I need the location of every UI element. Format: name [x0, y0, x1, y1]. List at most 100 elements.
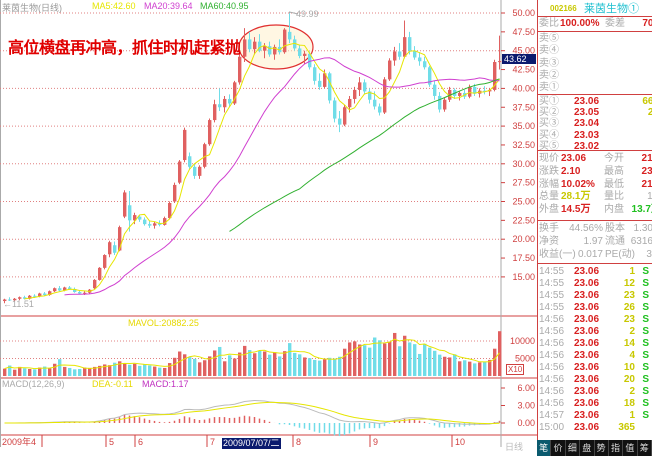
quote-value: 14.5万 — [561, 204, 591, 216]
tick-time: 14:55 — [539, 266, 565, 277]
selected-date: 2009/07/07/二 — [222, 438, 281, 449]
candle-body — [193, 166, 197, 176]
candle-body — [423, 61, 427, 68]
volume-bar — [103, 364, 107, 376]
tick-time: 14:56 — [539, 362, 565, 373]
tab-1[interactable]: 价 — [551, 440, 566, 456]
candle-body — [338, 118, 342, 125]
tab-0[interactable]: 笔 — [537, 440, 552, 456]
stats-value: 344 — [646, 249, 652, 260]
candle-body — [108, 242, 112, 255]
tab-3[interactable]: 盘 — [580, 440, 595, 456]
candle — [78, 290, 82, 295]
price-axis-label: 22.50 — [512, 215, 535, 225]
sell-level-label: 卖② — [539, 69, 559, 81]
candle-body — [143, 219, 147, 225]
volume-bar — [228, 355, 232, 376]
volume-bar — [453, 354, 457, 376]
volume-bar — [428, 347, 432, 376]
price-axis-label: 20.00 — [512, 234, 535, 244]
volume-bar — [168, 363, 172, 376]
candle-body — [493, 62, 497, 90]
sell-level-row: 卖④ — [538, 45, 652, 57]
candle — [228, 94, 232, 107]
volume-bar — [498, 331, 502, 376]
date-label: 6 — [138, 437, 143, 447]
candle — [8, 297, 12, 302]
volume-bar — [333, 358, 337, 376]
low-price-label: ←11.51 — [3, 299, 34, 309]
candle — [343, 104, 347, 127]
candle — [418, 52, 422, 66]
volume-bar — [108, 365, 112, 376]
candle-body — [28, 295, 32, 299]
candle-body — [238, 56, 242, 83]
volume-bar — [223, 361, 227, 376]
candle — [253, 37, 257, 55]
candle-body — [418, 57, 422, 62]
volume-ma-label: MAVOL:20882.25 — [128, 318, 199, 328]
candle — [338, 111, 342, 133]
candle — [408, 31, 412, 55]
tick-side: S — [642, 326, 649, 337]
volume-bar — [218, 346, 222, 376]
tick-row: 14:57 23.06 1 S — [538, 410, 652, 422]
volume-bar — [303, 357, 307, 376]
candle — [288, 13, 292, 44]
tick-price: 23.06 — [574, 266, 600, 277]
sell-level-label: 卖③ — [539, 57, 559, 69]
tick-volume: 12 — [623, 278, 635, 289]
panel-tabs: 笔价细盘势指值筹 — [537, 440, 652, 456]
dea-line — [4, 401, 500, 425]
kline-chart[interactable]: 50.0047.5045.0042.5040.0037.5035.0032.50… — [0, 0, 537, 447]
buy-price: 23.06 — [574, 96, 600, 107]
volume-bar — [163, 367, 167, 376]
quote-panel: 002166 莱茵生物① 委比 100.00% 委差 704 卖⑤卖④卖③卖②卖… — [537, 0, 652, 447]
candle-body — [258, 41, 262, 51]
candle — [308, 51, 312, 70]
price-axis-label: 32.50 — [512, 140, 535, 150]
candle — [168, 201, 172, 219]
tick-volume: 23 — [623, 314, 635, 325]
quote-value: 28.1万 — [561, 191, 591, 203]
stats-label: 净资 — [539, 236, 559, 247]
tab-6[interactable]: 值 — [623, 440, 638, 456]
candle-body — [33, 295, 37, 297]
tick-time: 14:56 — [539, 326, 565, 337]
buy-level-row: 买① 23.06 669 — [538, 96, 652, 108]
price-axis-label: 15.00 — [512, 272, 535, 282]
candle — [138, 215, 142, 222]
volume-bar — [258, 350, 262, 376]
volume-bar — [13, 369, 17, 376]
macd-axis-label: 6.00 — [517, 383, 535, 393]
tick-price: 23.06 — [574, 410, 600, 421]
candle — [173, 182, 177, 204]
candle — [193, 163, 197, 179]
volume-bar — [198, 362, 202, 376]
stats-label: 换手 — [539, 223, 559, 234]
diff-label: 委差 — [605, 18, 625, 29]
tick-time: 14:55 — [539, 302, 565, 313]
macd-axis-label: 3.00 — [517, 401, 535, 411]
candle — [438, 92, 442, 113]
quote-label: 内盘 — [604, 204, 624, 216]
tab-2[interactable]: 细 — [566, 440, 581, 456]
tick-side: S — [642, 266, 649, 277]
candle-body — [248, 39, 252, 50]
tab-7[interactable]: 筹 — [638, 440, 652, 456]
period-label[interactable]: 日线 — [505, 442, 524, 452]
tab-4[interactable]: 势 — [595, 440, 609, 456]
date-label: 8 — [296, 437, 301, 447]
candle — [428, 65, 432, 87]
candle — [13, 298, 17, 302]
volume-bar — [443, 356, 447, 376]
price-axis-label: 50.00 — [512, 8, 535, 18]
quote-value: 21.0 — [641, 153, 652, 164]
candle — [383, 77, 387, 115]
tab-5[interactable]: 指 — [609, 440, 624, 456]
quote-label: 量比 — [604, 191, 624, 203]
macd-value-label: MACD:1.17 — [142, 379, 189, 389]
tick-time: 14:56 — [539, 374, 565, 385]
candle — [103, 254, 107, 270]
